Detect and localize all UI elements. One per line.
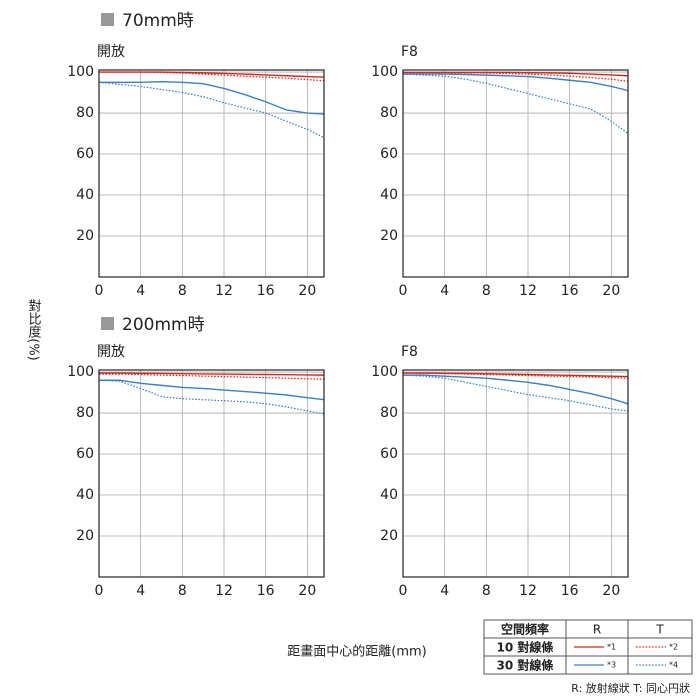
- series-line: [98, 81, 325, 139]
- y-tick-label: 40: [380, 487, 398, 503]
- series-line: [99, 71, 325, 78]
- plot-frame: [98, 69, 325, 278]
- legend-table: [483, 619, 693, 675]
- y-tick-label: 100: [67, 64, 94, 80]
- x-tick-label: 12: [519, 283, 537, 299]
- series-line: [99, 379, 325, 401]
- x-tick-label: 8: [178, 583, 187, 599]
- series-line: [98, 379, 325, 415]
- y-tick-label: 100: [67, 364, 94, 380]
- y-tick-label: 40: [380, 187, 398, 203]
- section-title: 70mm時: [122, 11, 194, 31]
- y-tick-label: 20: [76, 228, 94, 244]
- series-line: [403, 372, 629, 378]
- x-tick-label: 16: [561, 583, 579, 599]
- series-line: [99, 372, 325, 376]
- y-tick-label: 100: [371, 364, 398, 380]
- x-tick-label: 12: [215, 283, 233, 299]
- y-tick-label: 80: [380, 405, 398, 421]
- chart-subtitle: 開放: [97, 344, 125, 360]
- y-tick-label: 60: [380, 146, 398, 162]
- x-tick-label: 12: [519, 583, 537, 599]
- x-tick-label: 16: [257, 283, 275, 299]
- legend-item: *1: [607, 643, 616, 652]
- plot-frame: [98, 369, 325, 578]
- x-tick-label: 4: [136, 583, 145, 599]
- legend-item: *2: [669, 643, 678, 652]
- x-axis-label: 距畫面中心的距離(mm): [287, 644, 426, 660]
- legend-item: *3: [607, 661, 616, 670]
- legend-row-label: 10 對線條: [497, 640, 555, 655]
- x-tick-label: 4: [440, 583, 449, 599]
- x-tick-label: 20: [602, 283, 620, 299]
- legend-note: R: 放射線狀 T: 同心円狀: [571, 681, 690, 695]
- series-line: [402, 374, 629, 412]
- y-tick-label: 20: [380, 528, 398, 544]
- x-tick-label: 0: [399, 283, 408, 299]
- series-line: [99, 80, 325, 115]
- section-marker: [101, 317, 114, 330]
- x-tick-label: 8: [482, 583, 491, 599]
- x-tick-label: 8: [482, 283, 491, 299]
- section-title: 200mm時: [122, 315, 205, 335]
- y-tick-label: 40: [76, 187, 94, 203]
- y-tick-label: 20: [76, 528, 94, 544]
- section-marker: [101, 13, 114, 26]
- y-tick-label: 60: [380, 446, 398, 462]
- series-line: [403, 374, 629, 405]
- legend-header: T: [655, 623, 664, 637]
- x-tick-label: 4: [136, 283, 145, 299]
- legend-header: R: [593, 623, 601, 637]
- y-tick-label: 40: [76, 487, 94, 503]
- y-tick-label: 80: [76, 405, 94, 421]
- y-tick-label: 80: [380, 105, 398, 121]
- y-tick-label: 60: [76, 146, 94, 162]
- legend-item: *4: [669, 661, 678, 670]
- legend-row-label: 30 對線條: [497, 658, 555, 673]
- plot-frame: [402, 369, 629, 578]
- x-tick-label: 4: [440, 283, 449, 299]
- x-tick-label: 20: [298, 283, 316, 299]
- x-tick-label: 0: [95, 583, 104, 599]
- x-tick-label: 0: [399, 583, 408, 599]
- y-tick-label: 20: [380, 228, 398, 244]
- y-tick-label: 80: [76, 105, 94, 121]
- x-tick-label: 20: [298, 583, 316, 599]
- chart-subtitle: F8: [401, 44, 418, 60]
- plot-frame: [402, 69, 629, 278]
- x-tick-label: 16: [257, 583, 275, 599]
- y-tick-label: 60: [76, 446, 94, 462]
- x-tick-label: 20: [602, 583, 620, 599]
- x-tick-label: 16: [561, 283, 579, 299]
- y-tick-label: 100: [371, 64, 398, 80]
- legend-header: 空間頻率: [501, 622, 549, 637]
- x-tick-label: 8: [178, 283, 187, 299]
- x-tick-label: 0: [95, 283, 104, 299]
- series-line: [403, 73, 629, 92]
- chart-subtitle: F8: [401, 344, 418, 360]
- chart-subtitle: 開放: [97, 44, 125, 60]
- x-tick-label: 12: [215, 583, 233, 599]
- series-line: [402, 73, 629, 135]
- y-axis-label: 對比度(%): [26, 299, 42, 361]
- series-line: [403, 71, 629, 77]
